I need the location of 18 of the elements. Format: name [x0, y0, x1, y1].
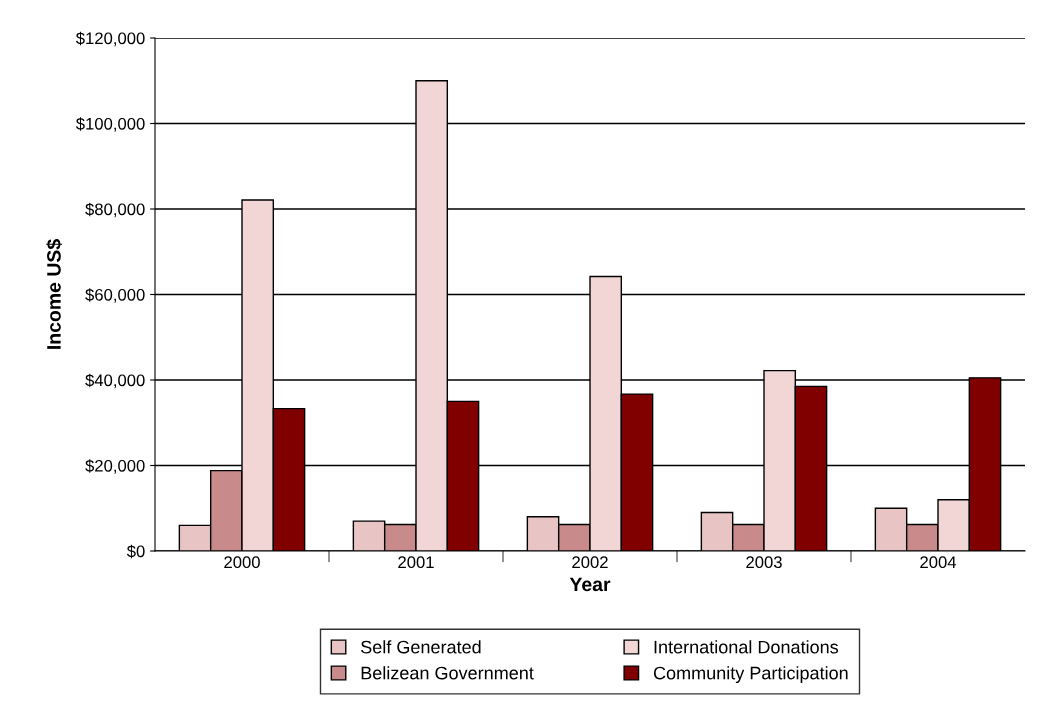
y-tick-label: $20,000: [85, 459, 145, 474]
y-axis-title: Income US$: [46, 239, 63, 349]
y-tick-label: $100,000: [75, 117, 145, 132]
x-tick-label: 2000: [224, 556, 260, 569]
x-tick-label: 2003: [746, 556, 782, 569]
legend-label: Self Generated: [361, 640, 481, 654]
y-tick-label: $120,000: [75, 31, 145, 47]
y-tick-label: $40,000: [85, 373, 145, 389]
legend-label: Belizean Government: [361, 666, 534, 680]
x-axis-title: Year: [569, 577, 611, 592]
x-tick-label: 2001: [398, 556, 434, 569]
x-tick-label: 2004: [920, 556, 957, 569]
y-tick-label: $80,000: [85, 202, 145, 218]
y-tick-label: $60,000: [85, 288, 145, 303]
x-tick-label: 2002: [572, 556, 608, 569]
legend-label: Community Participation: [653, 666, 848, 683]
y-tick-label: $0: [126, 544, 145, 559]
legend-label: International Donations: [654, 640, 839, 654]
